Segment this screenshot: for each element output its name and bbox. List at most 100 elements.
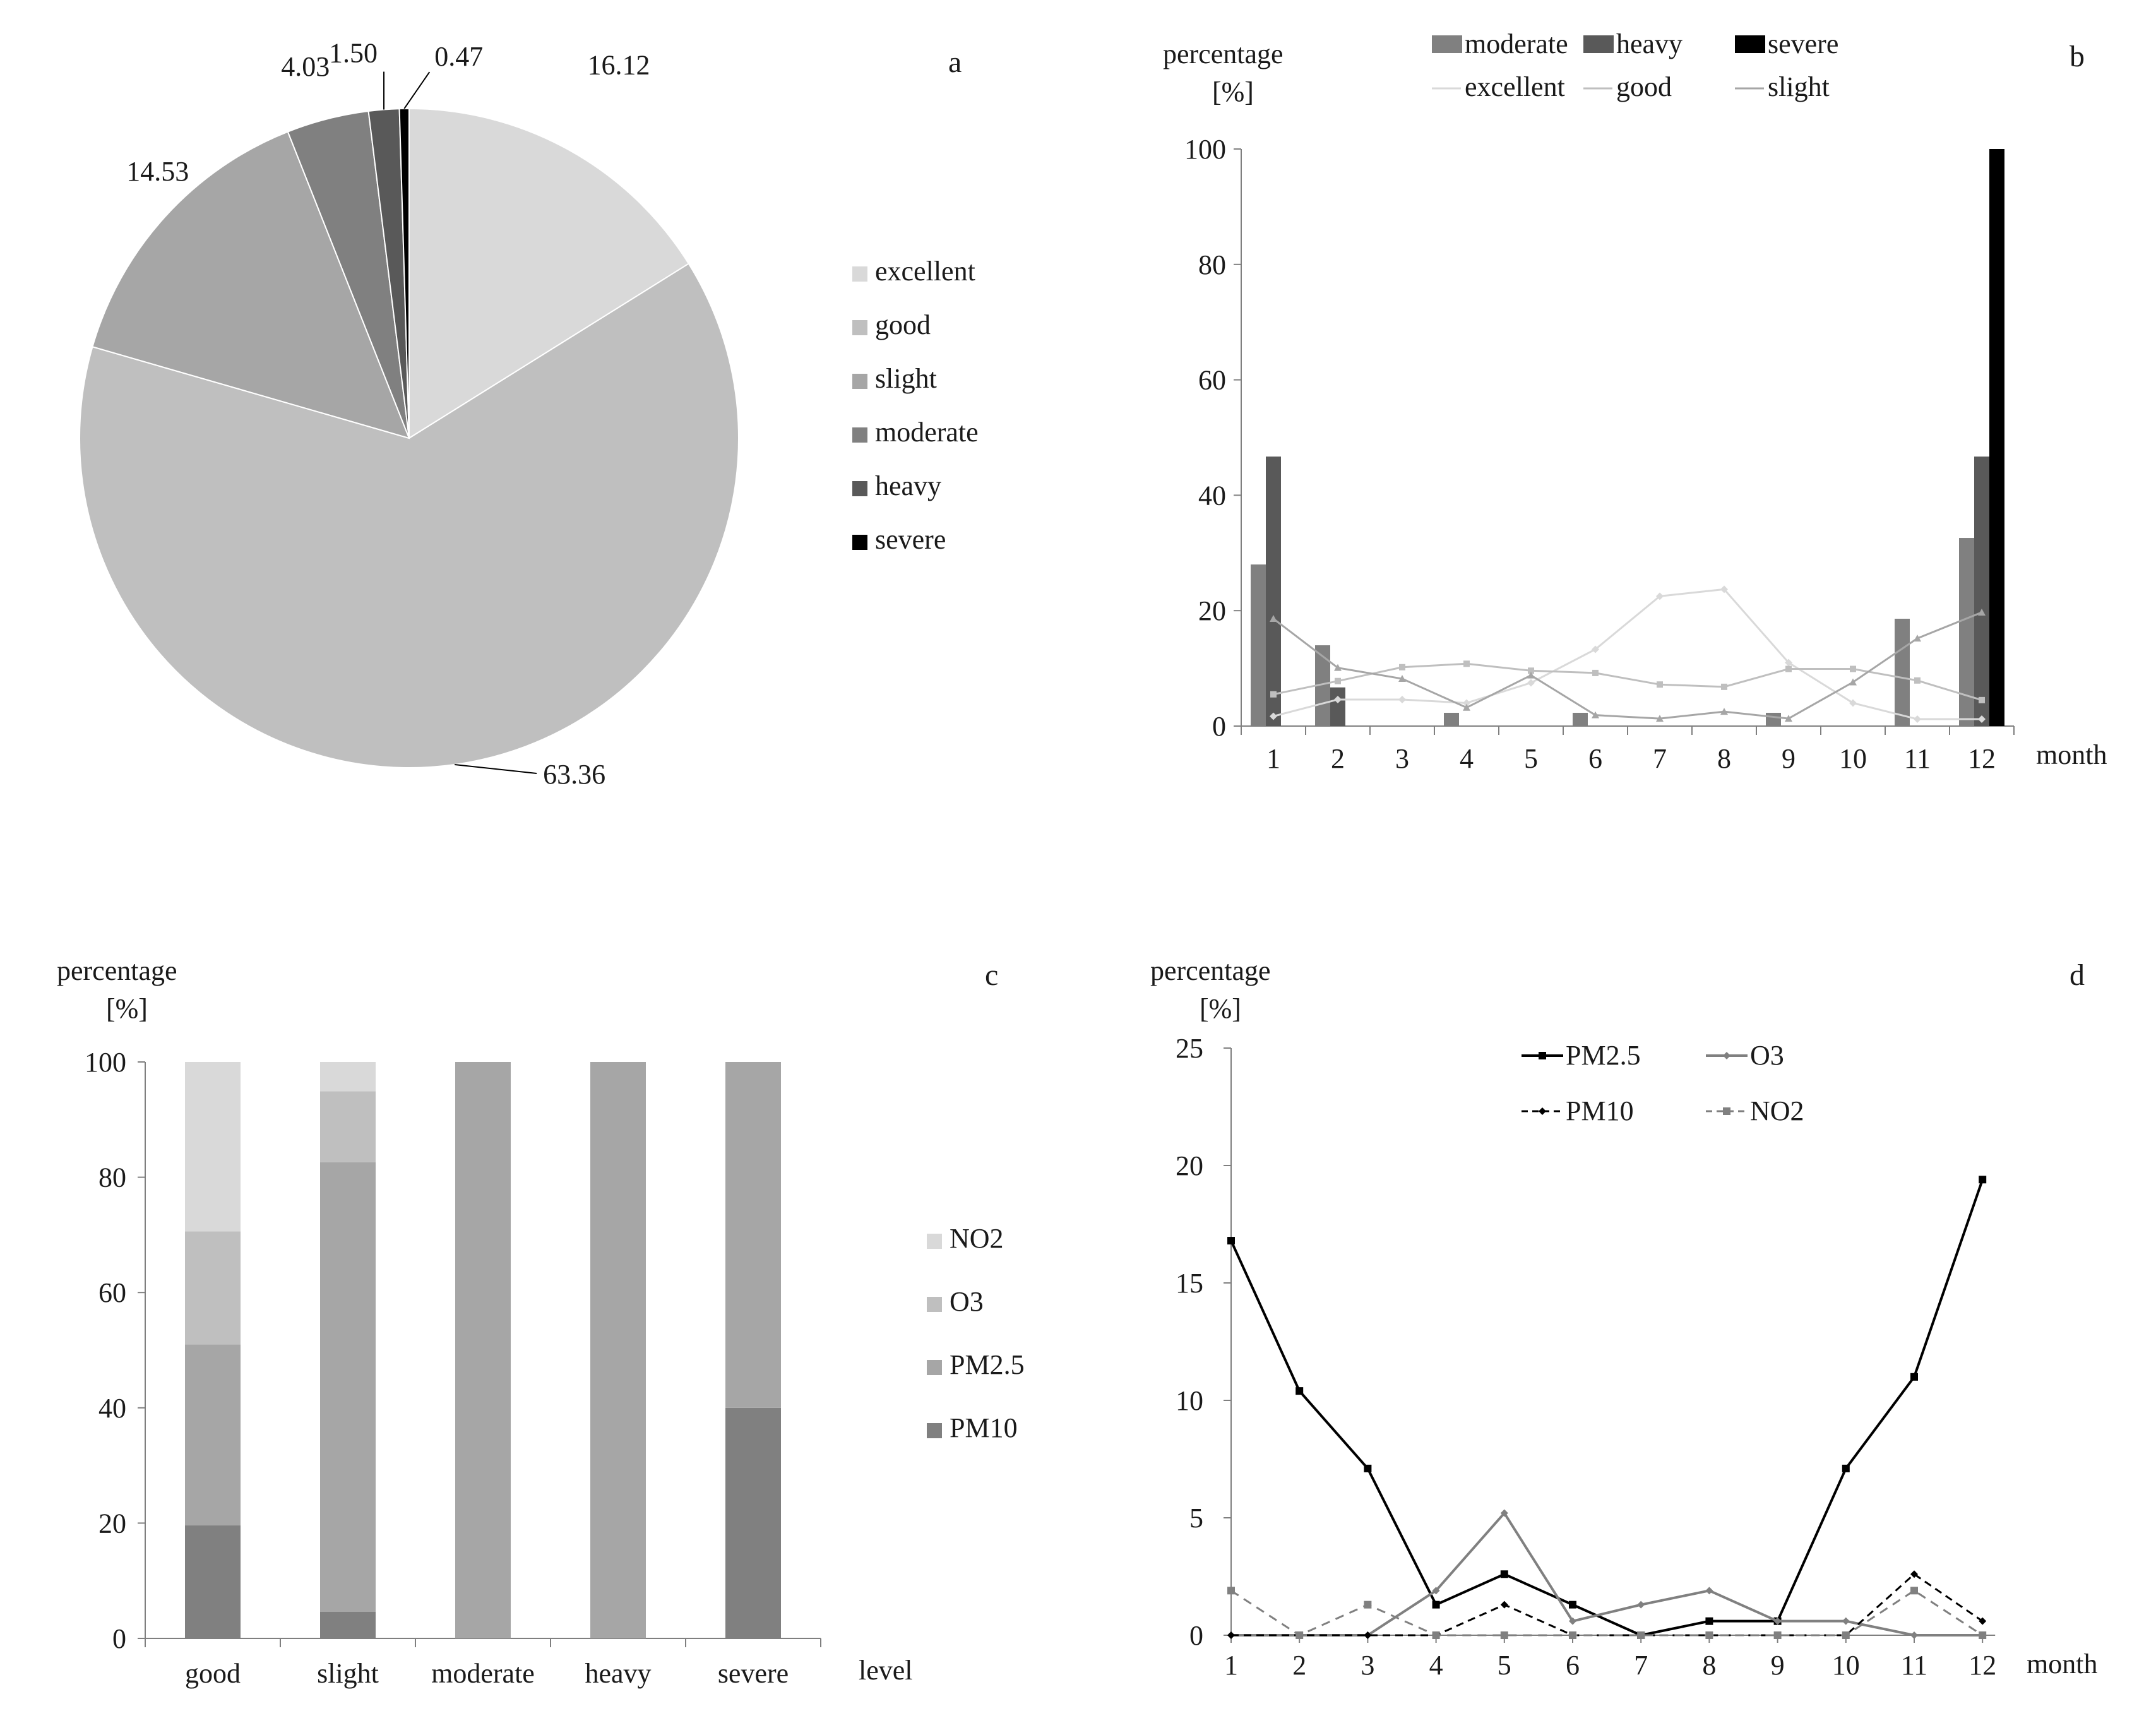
d-point-o3: [1500, 1509, 1508, 1517]
b-point-good: [1270, 691, 1277, 698]
legend-swatch-heavy: [852, 481, 867, 496]
b-point-slight: [1785, 715, 1792, 722]
d-x-tick-label: 2: [1292, 1650, 1306, 1681]
c-x-tick-label: heavy: [585, 1658, 651, 1689]
b-bar-moderate: [1895, 618, 1910, 726]
pie-slice-excellent: [408, 107, 690, 439]
c-y-tick-label: 80: [98, 1162, 126, 1193]
d-x-tick-label: 3: [1361, 1650, 1374, 1681]
d-legend-marker-pm25: [1539, 1052, 1546, 1059]
d-line-o3: [1231, 1511, 1983, 1636]
legend-label-slight: slight: [875, 363, 937, 394]
b-bar-severe: [1989, 149, 2004, 726]
b-legend-label-heavy: heavy: [1616, 28, 1683, 59]
b-point-slight: [1398, 675, 1406, 683]
b-legend-label-moderate: moderate: [1465, 28, 1568, 59]
b-point-slight: [1720, 708, 1728, 715]
d-y-tick-label: 25: [1176, 1033, 1203, 1064]
b-legend-label-excellent: excellent: [1465, 71, 1565, 102]
b-legend-swatch-severe: [1735, 35, 1765, 53]
b-point-slight: [1592, 711, 1599, 718]
panel-c-letter: c: [985, 958, 998, 992]
d-legend-label-no2: NO2: [1750, 1095, 1804, 1126]
pie-legend: excellent good slight moderate heavy severe: [852, 256, 979, 555]
b-point-excellent: [1720, 585, 1728, 593]
d-x-tick-label: 1: [1224, 1650, 1238, 1681]
b-y-tick-label: 0: [1212, 711, 1226, 742]
b-x-tick-label: 1: [1266, 743, 1280, 774]
pie-slice-severe: [398, 107, 410, 439]
c-legend-swatch-o3: [927, 1297, 942, 1312]
c-y-tick-label: 100: [85, 1047, 126, 1078]
panel-b-xlabel: month: [2036, 739, 2107, 770]
d-x-tick-label: 7: [1634, 1650, 1648, 1681]
b-point-good: [1463, 660, 1470, 667]
d-point-no2: [1842, 1631, 1850, 1639]
panel-c: c percentage [%] level 0 20 40 60 80 100 good s…: [57, 955, 1025, 1689]
d-line-no2: [1230, 1589, 1984, 1636]
pie-value-label-moderate: 4.03: [281, 51, 330, 82]
b-point-excellent: [1334, 695, 1342, 703]
d-point-o3: [1637, 1601, 1645, 1609]
d-legend-label-pm25: PM2.5: [1566, 1040, 1641, 1071]
c-bar-segment-pm25: [455, 1062, 511, 1638]
c-y-tick-label: 60: [98, 1277, 126, 1308]
b-point-excellent: [1978, 715, 1986, 724]
b-point-slight: [1463, 703, 1470, 711]
b-y-tick-label: 40: [1198, 480, 1226, 511]
panel-d-xlabel: month: [2027, 1648, 2097, 1679]
d-x-tick-label: 11: [1901, 1650, 1927, 1681]
pie-labels: 16.12 63.36 14.53 4.031.50 0.47: [126, 38, 650, 790]
panel-b-ylabel: percentage: [1163, 39, 1283, 69]
panel-c-bars: [185, 1062, 781, 1638]
d-legend-label-pm10: PM10: [1566, 1095, 1634, 1126]
b-legend-swatch-moderate: [1432, 35, 1462, 53]
d-x-tick-label: 5: [1498, 1650, 1511, 1681]
b-point-excellent: [1463, 699, 1470, 707]
b-point-slight: [1527, 671, 1535, 679]
d-point-no2: [1432, 1631, 1440, 1639]
pie-value-label-severe: 0.47: [434, 41, 483, 72]
b-x-tick-label: 11: [1904, 743, 1931, 774]
b-bar-moderate: [1573, 712, 1588, 726]
c-legend-swatch-no2: [927, 1234, 942, 1249]
panel-d-ylabel-unit: [%]: [1200, 993, 1241, 1024]
c-bar-segment-o3: [185, 1231, 241, 1345]
d-point-pm25: [1705, 1617, 1713, 1625]
d-y-tick-label: 15: [1176, 1268, 1203, 1299]
b-x-tick-label: 4: [1460, 743, 1474, 774]
d-point-pm25: [1842, 1464, 1850, 1472]
panel-d-letter: d: [2070, 958, 2085, 992]
d-point-o3: [1569, 1617, 1576, 1625]
panel-b-bars: [1251, 149, 2004, 726]
panel-b-lines: [1270, 585, 1986, 724]
d-point-no2: [1569, 1631, 1576, 1639]
b-x-tick-label: 6: [1588, 743, 1602, 774]
b-point-slight: [1270, 614, 1277, 622]
d-y-tick-label: 10: [1176, 1385, 1203, 1416]
pie-value-label-good: 63.36: [543, 759, 605, 790]
b-bar-moderate: [1444, 712, 1459, 726]
c-legend-label-no2: NO2: [950, 1223, 1004, 1254]
b-x-tick-label: 2: [1331, 743, 1345, 774]
b-point-good: [1914, 677, 1921, 684]
panel-c-axes: 0 20 40 60 80 100 good slight moderate heavy sever…: [85, 1047, 821, 1689]
c-bar-segment-o3: [320, 1091, 376, 1162]
b-point-excellent: [1270, 712, 1277, 720]
d-point-o3: [1432, 1587, 1440, 1595]
b-point-good: [1979, 696, 1985, 703]
b-y-tick-label: 80: [1198, 249, 1226, 280]
d-point-no2: [1295, 1631, 1304, 1639]
b-x-tick-label: 10: [1839, 743, 1867, 774]
d-point-no2: [1979, 1631, 1987, 1639]
b-legend-swatch-heavy: [1583, 35, 1614, 53]
d-point-pm25: [1979, 1176, 1987, 1184]
c-legend-label-pm10: PM10: [950, 1412, 1018, 1443]
b-bar-heavy: [1266, 456, 1281, 726]
c-legend-label-pm25: PM2.5: [950, 1349, 1025, 1380]
b-point-good: [1850, 665, 1856, 672]
c-x-tick-label: slight: [317, 1658, 379, 1689]
legend-swatch-moderate: [852, 427, 867, 443]
